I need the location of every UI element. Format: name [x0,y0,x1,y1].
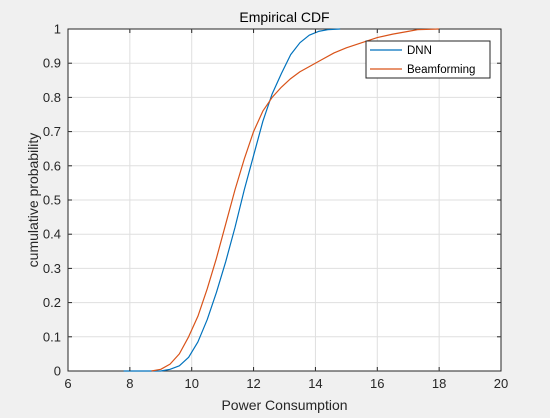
series-group [123,28,440,372]
x-tick-label: 18 [432,376,446,391]
chart-title: Empirical CDF [239,9,329,25]
y-tick-label: 0.4 [43,227,61,242]
y-tick-label: 0.3 [43,261,61,276]
y-axis-label: cumulative probability [25,133,41,268]
axis-ticks [67,28,502,372]
series-line-beamforming [151,28,440,372]
grid-lines [68,29,501,371]
y-tick-label: 0.9 [43,56,61,71]
y-tick-label: 1 [54,22,61,37]
tick-labels: 6 8 10 12 14 16 18 20 0 0.1 0.2 0.3 0.4 0.5 0.6 0.7 0.8 0… [43,22,508,392]
x-tick-label: 8 [126,376,133,391]
legend-label-dnn: DNN [407,45,432,57]
y-tick-label: 0.7 [43,124,61,139]
legend-box [365,40,491,79]
x-tick-label: 12 [246,376,260,391]
legend-label-beamforming: Beamforming [407,64,475,76]
series-line-dnn [123,28,341,372]
y-tick-label: 0.8 [43,90,61,105]
y-tick-label: 0.5 [43,193,61,208]
y-tick-label: 0.1 [43,329,61,344]
y-tick-label: 0 [54,364,61,379]
legend: DNN Beamforming [365,40,491,79]
y-tick-label: 0.2 [43,295,61,310]
x-tick-label: 20 [494,376,508,391]
x-tick-label: 14 [308,376,322,391]
x-tick-label: 16 [370,376,384,391]
x-tick-label: 6 [64,376,71,391]
x-tick-label: 10 [184,376,198,391]
x-axis-label: Power Consumption [221,397,347,413]
y-tick-label: 0.6 [43,158,61,173]
